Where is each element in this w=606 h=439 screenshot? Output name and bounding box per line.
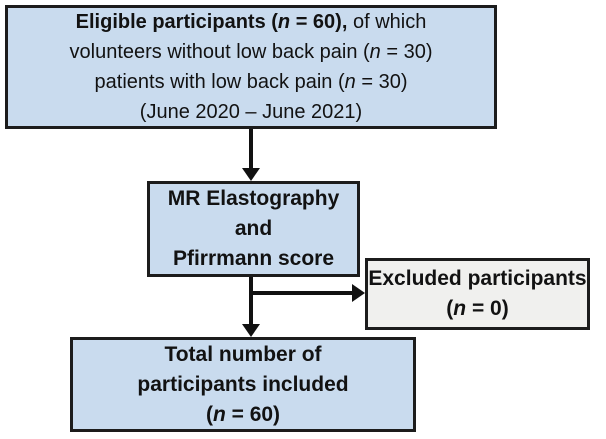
eligible-line-1: Eligible participants (n = 60), of which bbox=[75, 11, 427, 33]
excluded-line-2: (n = 0) bbox=[446, 297, 509, 320]
total-included-box: Total number of participants included (n… bbox=[70, 337, 416, 432]
excluded-participants-box: Excluded participants (n = 0) bbox=[365, 258, 590, 330]
excluded-line-1: Excluded participants bbox=[368, 267, 587, 290]
total-line-2: participants included bbox=[137, 372, 349, 396]
mre-line-3: Pfirrmann score bbox=[172, 247, 335, 270]
mre-line-1: MR Elastography bbox=[167, 187, 340, 210]
arrow-line-eligible-to-mre bbox=[249, 129, 253, 171]
eligible-line-4: (June 2020 – June 2021) bbox=[139, 101, 363, 123]
arrowhead-right-icon bbox=[352, 284, 365, 302]
total-line-3: (n = 60) bbox=[205, 402, 281, 426]
arrowhead-down-icon bbox=[242, 168, 260, 181]
eligible-line-2: volunteers without low back pain (n = 30… bbox=[69, 41, 433, 63]
mre-line-2: and bbox=[234, 217, 273, 240]
eligible-line-3: patients with low back pain (n = 30) bbox=[94, 71, 408, 93]
eligible-participants-box: Eligible participants (n = 60), of which… bbox=[5, 5, 497, 129]
arrowhead-down-icon bbox=[242, 324, 260, 337]
total-line-1: Total number of bbox=[164, 342, 322, 366]
arrow-line-mre-to-excluded bbox=[249, 291, 354, 295]
arrow-line-mre-to-total bbox=[249, 277, 253, 326]
mr-elastography-box: MR Elastography and Pfirrmann score bbox=[147, 181, 360, 277]
